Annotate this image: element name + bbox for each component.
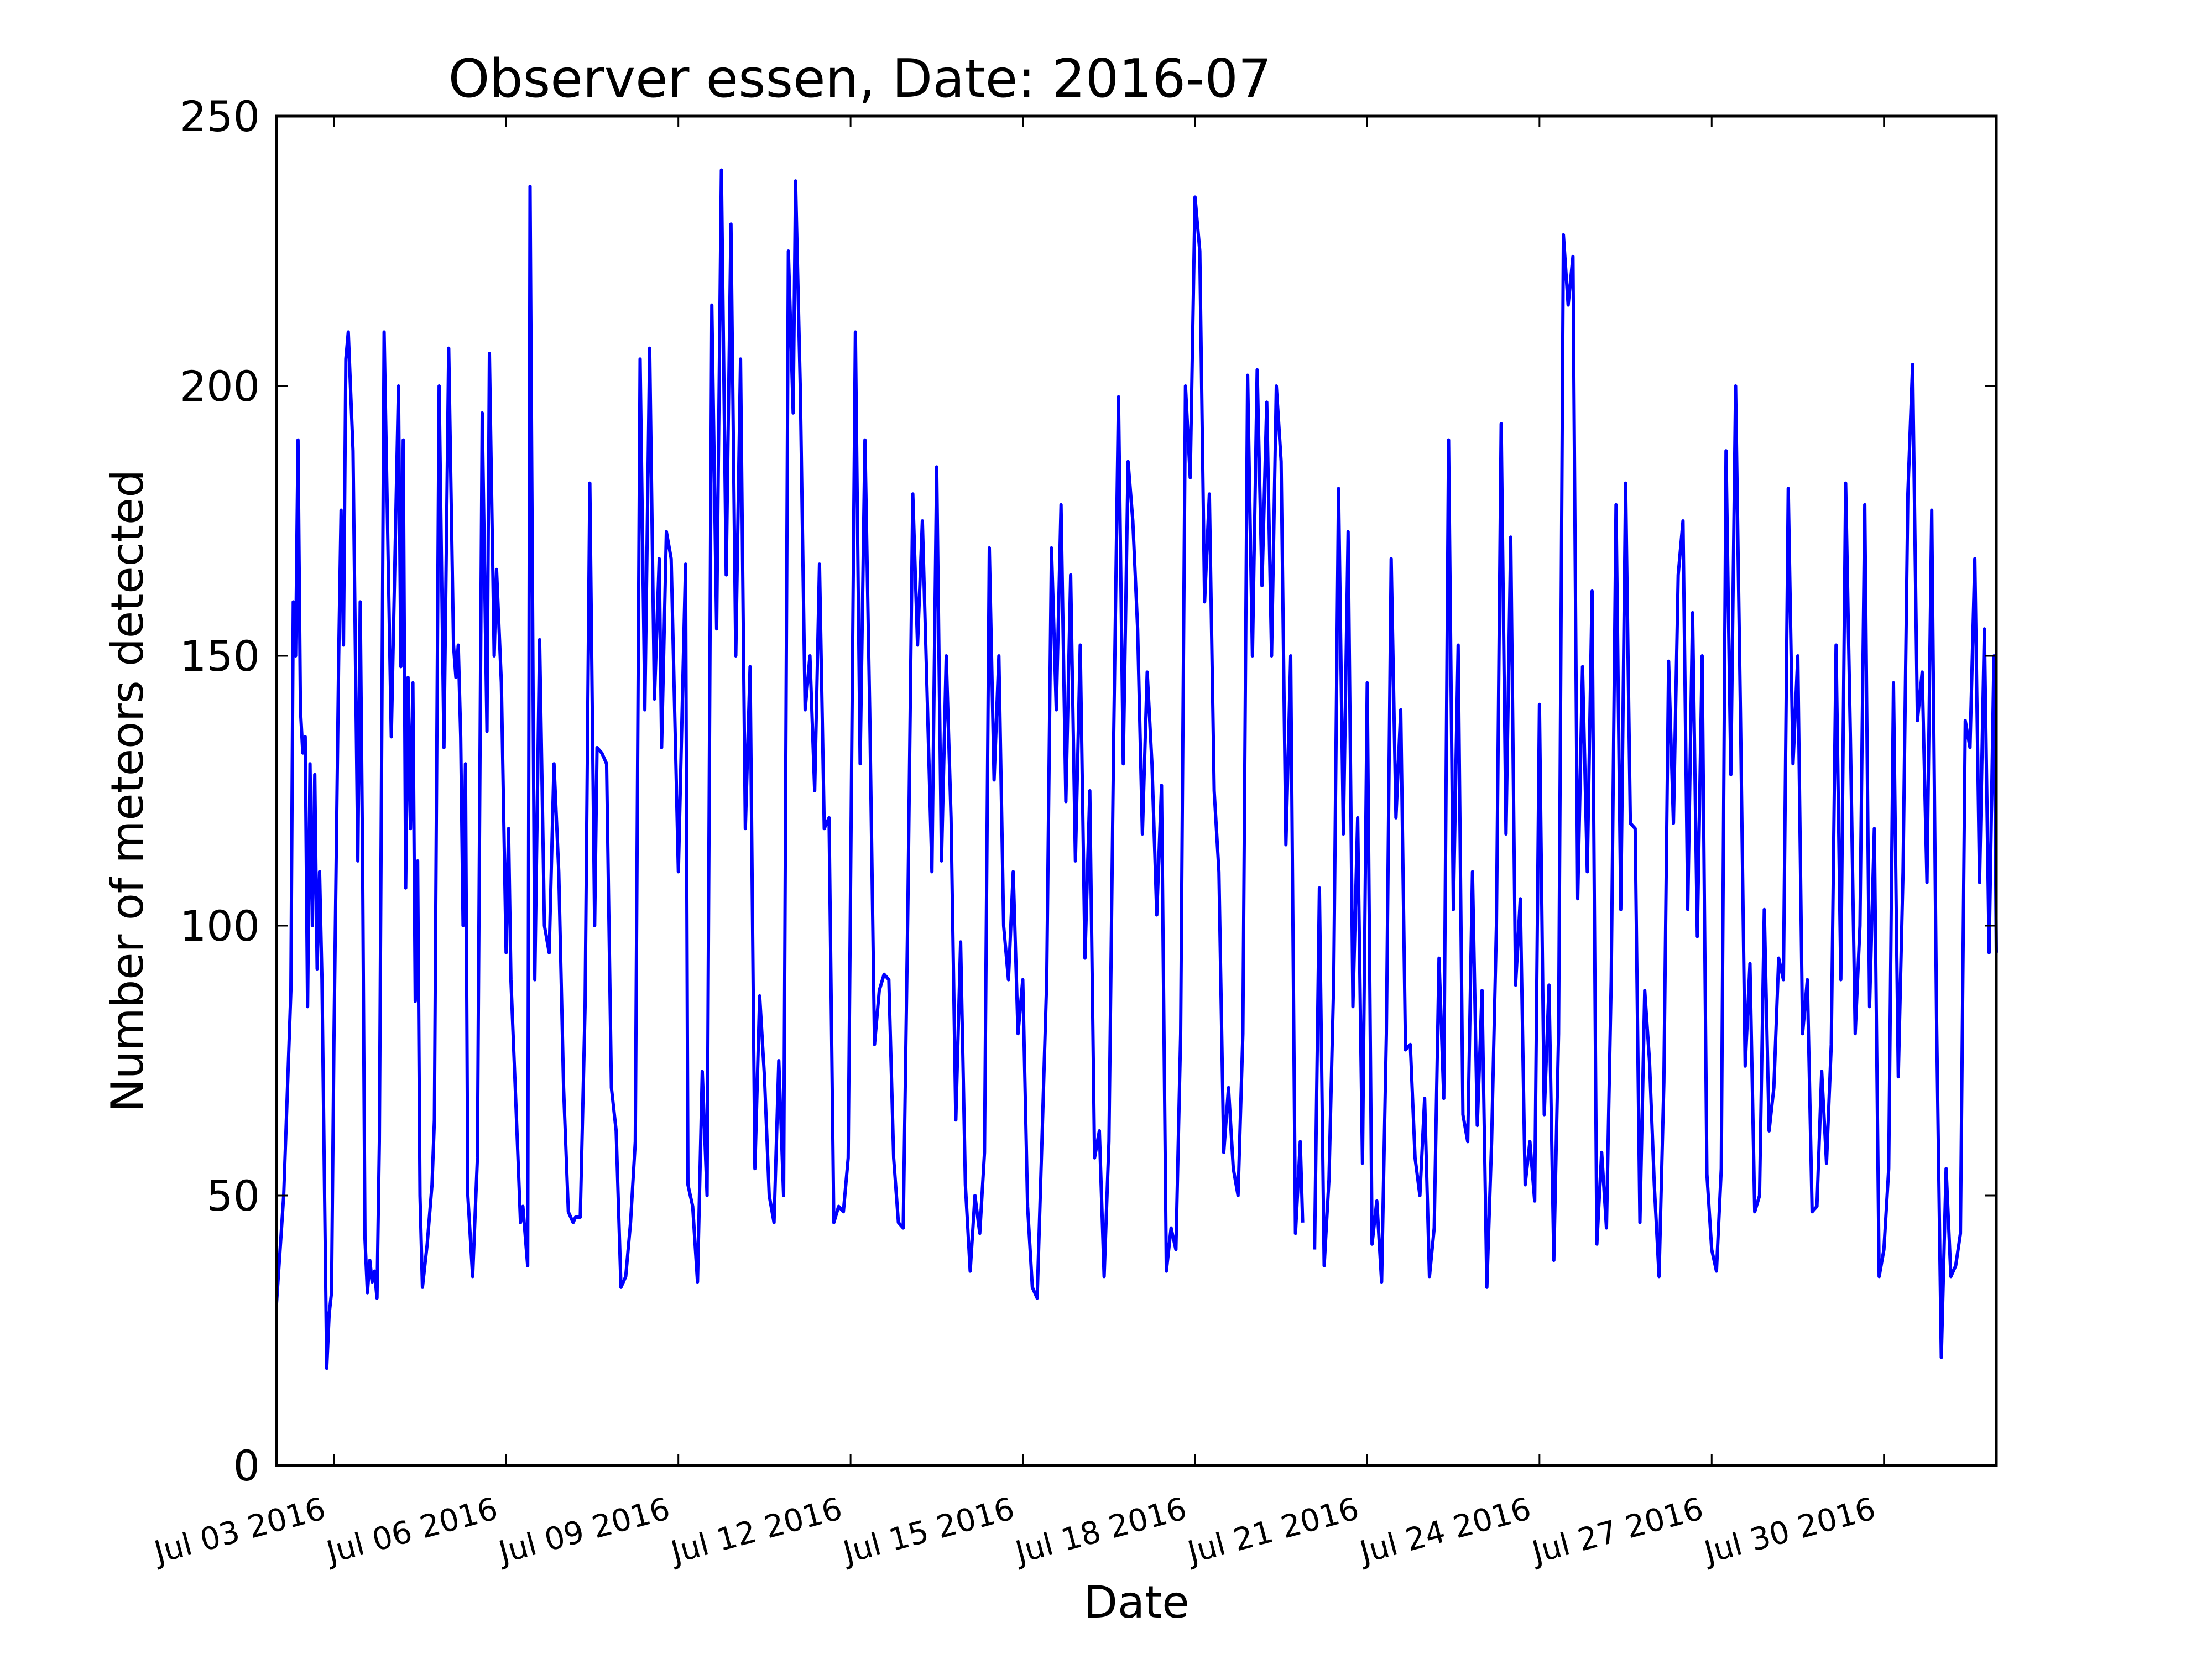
x-axis-label: Date xyxy=(1083,1577,1189,1628)
data-line xyxy=(275,168,1998,1370)
y-tick-label: 200 xyxy=(180,362,260,411)
y-tick-label: 50 xyxy=(206,1171,260,1220)
plot-frame xyxy=(275,114,1998,1467)
y-tick-label: 150 xyxy=(180,632,260,681)
series-line xyxy=(1313,233,1998,1359)
y-tick-label: 0 xyxy=(233,1441,260,1490)
y-tick-label: 100 xyxy=(180,901,260,951)
series-line xyxy=(275,168,1305,1370)
y-axis: 0 50 100 150 200 250 xyxy=(180,92,1996,1490)
chart-title: Observer essen, Date: 2016-07 xyxy=(448,49,1272,109)
y-tick-label: 250 xyxy=(180,92,260,141)
plot-area xyxy=(275,114,1998,1467)
y-axis-label: Number of meteors detected xyxy=(102,469,153,1112)
